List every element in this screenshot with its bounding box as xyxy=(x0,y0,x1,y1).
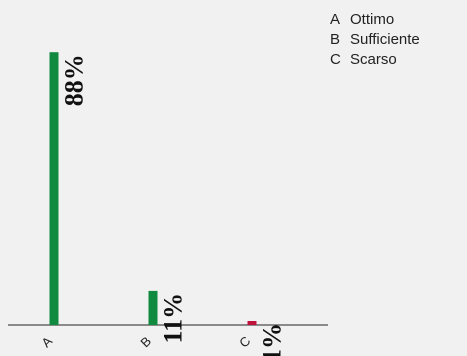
bar-b xyxy=(148,290,158,325)
value-label-b: 11% xyxy=(159,293,188,344)
value-label-c: 1% xyxy=(258,323,287,356)
legend-label: Ottimo xyxy=(350,11,395,28)
legend-label: Scarso xyxy=(350,51,397,68)
x-tick-label-a: A xyxy=(38,333,55,350)
legend-key: A xyxy=(330,11,341,28)
x-tick-label-b: B xyxy=(137,333,154,350)
x-tick-label-c: C xyxy=(236,333,253,350)
x-tick-labels-group: A B C xyxy=(38,333,253,350)
value-labels-group: 88% 11% 1% xyxy=(60,54,287,356)
legend-label: Sufficiente xyxy=(350,31,420,48)
legend-key: C xyxy=(330,51,341,68)
legend-item-c: C Scarso xyxy=(330,50,420,70)
bars-group xyxy=(49,52,257,325)
value-label-a: 88% xyxy=(60,54,89,106)
bar-c xyxy=(247,321,257,325)
legend-item-a: A Ottimo xyxy=(330,10,420,30)
legend-key: B xyxy=(330,31,341,48)
legend: A Ottimo B Sufficiente C Scarso xyxy=(330,10,420,70)
legend-item-b: B Sufficiente xyxy=(330,30,420,50)
bar-a xyxy=(49,52,59,325)
